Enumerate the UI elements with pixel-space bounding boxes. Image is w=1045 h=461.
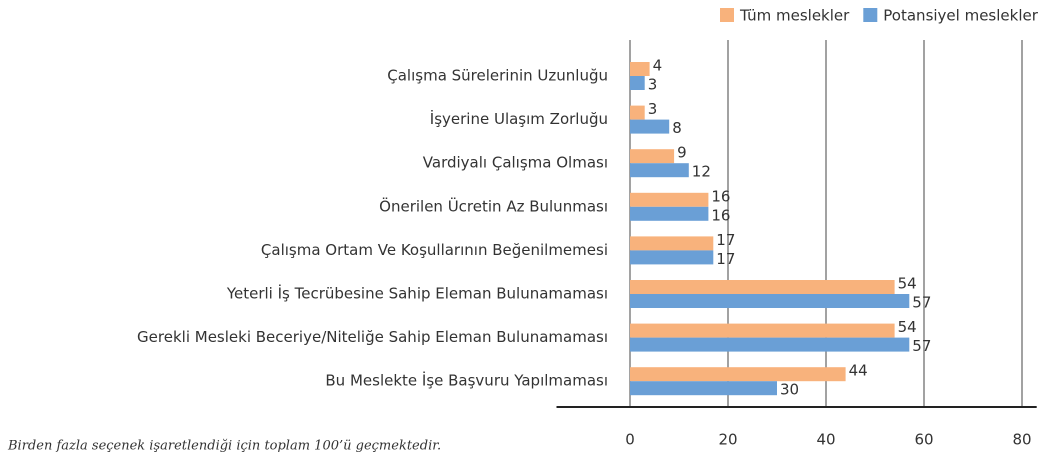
x-tick-label: 0 [625, 431, 635, 449]
legend-swatch [863, 8, 878, 22]
y-tick-label: Önerilen Ücretin Az Bulunması [379, 196, 608, 215]
footnote: Birden fazla seçenek işaretlendiği için … [7, 439, 441, 454]
x-tick-label: 60 [914, 431, 933, 449]
bar [630, 105, 645, 120]
data-label: 17 [716, 250, 735, 268]
legend-label: Potansiyel meslekler [883, 7, 1038, 25]
data-label: 57 [912, 337, 931, 355]
bar [630, 163, 689, 178]
bar [630, 149, 675, 164]
data-label: 3 [648, 76, 658, 94]
data-label: 57 [912, 294, 931, 312]
y-tick-label: Gerekli Mesleki Beceriye/Niteliğe Sahip … [137, 328, 608, 346]
x-tick-label: 80 [1012, 431, 1031, 449]
data-label: 9 [677, 144, 687, 162]
bar [630, 62, 650, 76]
bar [630, 119, 670, 134]
y-tick-label: Vardiyalı Çalışma Olması [423, 154, 608, 172]
data-label: 8 [672, 119, 682, 137]
y-tick-label: Çalışma Ortam Ve Koşullarının Beğenilmem… [261, 241, 608, 259]
y-tick-label: Yeterli İş Tecrübesine Sahip Eleman Bulu… [226, 284, 608, 303]
data-label: 16 [711, 206, 730, 224]
bar [630, 76, 645, 90]
bar [630, 250, 714, 265]
data-label: 54 [898, 275, 917, 293]
bar [630, 323, 895, 338]
bar [630, 206, 709, 221]
data-label: 30 [780, 381, 799, 399]
bar [630, 236, 714, 251]
bar [630, 192, 709, 207]
y-tick-label: Bu Meslekte İşe Başvuru Yapılmaması [325, 371, 608, 390]
data-label: 17 [716, 231, 735, 249]
data-label: 16 [711, 187, 730, 205]
data-label: 3 [648, 100, 658, 118]
x-tick-label: 40 [816, 431, 835, 449]
legend-label: Tüm meslekler [739, 7, 850, 25]
bar [630, 367, 846, 382]
data-label: 54 [898, 318, 917, 336]
data-label: 44 [849, 362, 868, 380]
y-tick-label: İşyerine Ulaşım Zorluğu [430, 109, 608, 128]
bar [630, 337, 910, 352]
legend-swatch [720, 8, 734, 22]
data-label: 4 [653, 57, 663, 75]
y-tick-label: Çalışma Sürelerinin Uzunluğu [387, 67, 608, 85]
bar [630, 280, 895, 294]
x-tick-label: 20 [718, 431, 737, 449]
bar [630, 294, 910, 308]
data-label: 12 [692, 163, 711, 181]
bar [630, 381, 777, 396]
